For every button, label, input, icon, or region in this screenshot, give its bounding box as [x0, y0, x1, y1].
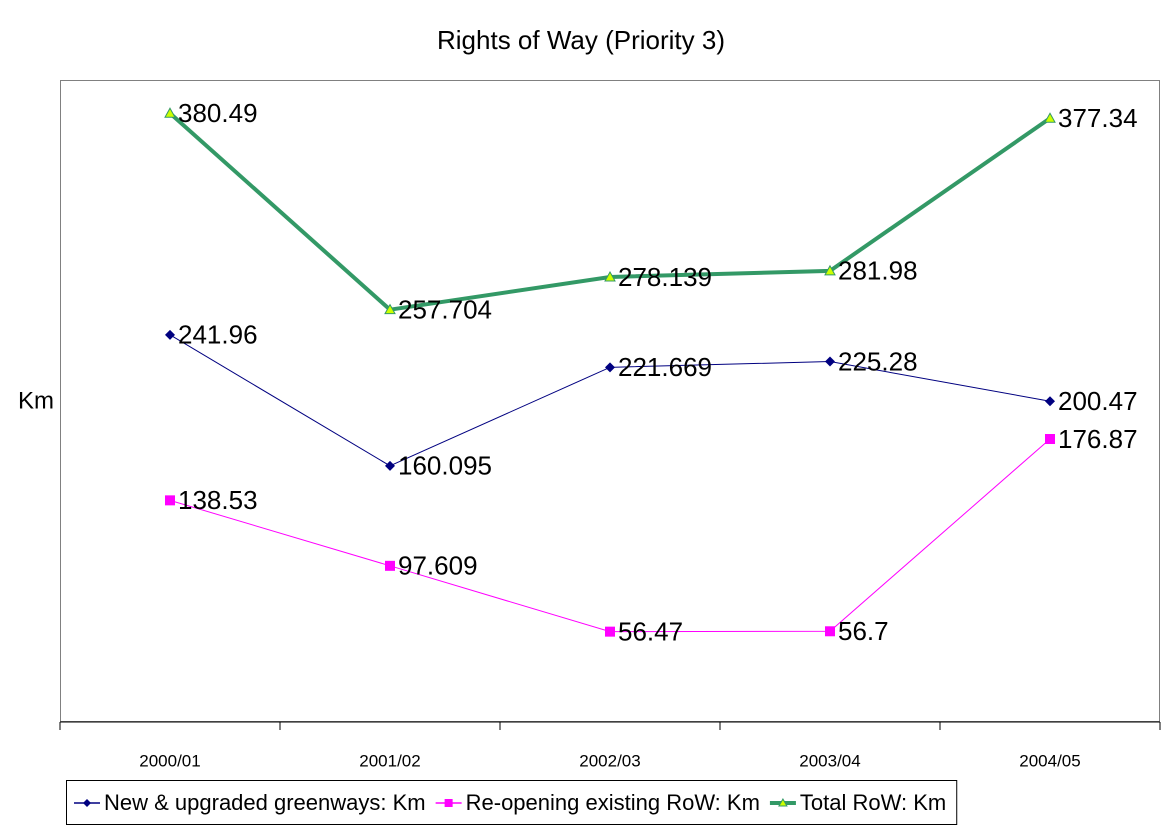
legend-label: New & upgraded greenways: Km: [104, 790, 426, 815]
data-label: 138.53: [178, 485, 258, 515]
data-label: 281.98: [838, 256, 918, 286]
legend: New & upgraded greenways: Km Re-opening e…: [66, 780, 958, 825]
x-tick-label: 2000/01: [139, 751, 200, 770]
marker: [604, 270, 616, 282]
marker: [165, 495, 175, 506]
marker: [385, 460, 395, 471]
data-label: 56.7: [838, 616, 889, 646]
marker: [605, 626, 615, 637]
marker: [1044, 112, 1056, 123]
x-tick-label: 2003/04: [799, 751, 860, 770]
marker: [385, 560, 395, 571]
legend-box: [66, 780, 958, 825]
marker: [165, 329, 175, 340]
legend-marker: [83, 799, 91, 807]
data-label: 225.28: [838, 346, 918, 376]
legend-marker: [778, 797, 788, 807]
legend-label: Re-opening existing RoW: Km: [466, 790, 760, 815]
data-label: 241.96: [178, 320, 258, 350]
chart-title: Rights of Way (Priority 3): [437, 25, 725, 55]
marker: [1045, 396, 1055, 407]
data-label: 56.47: [618, 617, 683, 647]
marker: [825, 356, 835, 367]
x-tick-label: 2002/03: [579, 751, 640, 770]
data-label: 221.669: [618, 352, 712, 382]
legend-marker: [444, 799, 453, 807]
data-label: 176.87: [1058, 424, 1138, 454]
data-label: 97.609: [398, 551, 478, 581]
x-tick-label: 2004/05: [1019, 751, 1080, 770]
data-label: 160.095: [398, 451, 492, 481]
marker: [825, 626, 835, 637]
marker: [605, 362, 615, 373]
legend-label: Total RoW: Km: [800, 790, 946, 815]
y-axis-label: Km: [18, 387, 54, 414]
data-label: 200.47: [1058, 386, 1138, 416]
x-tick-label: 2001/02: [359, 751, 420, 770]
marker: [384, 303, 396, 315]
marker: [824, 264, 836, 276]
marker: [164, 107, 176, 118]
data-label: 278.139: [618, 262, 712, 292]
data-label: 257.704: [398, 295, 492, 325]
data-label: 380.49: [178, 98, 258, 128]
marker: [1045, 434, 1055, 445]
data-label: 377.34: [1058, 103, 1138, 133]
